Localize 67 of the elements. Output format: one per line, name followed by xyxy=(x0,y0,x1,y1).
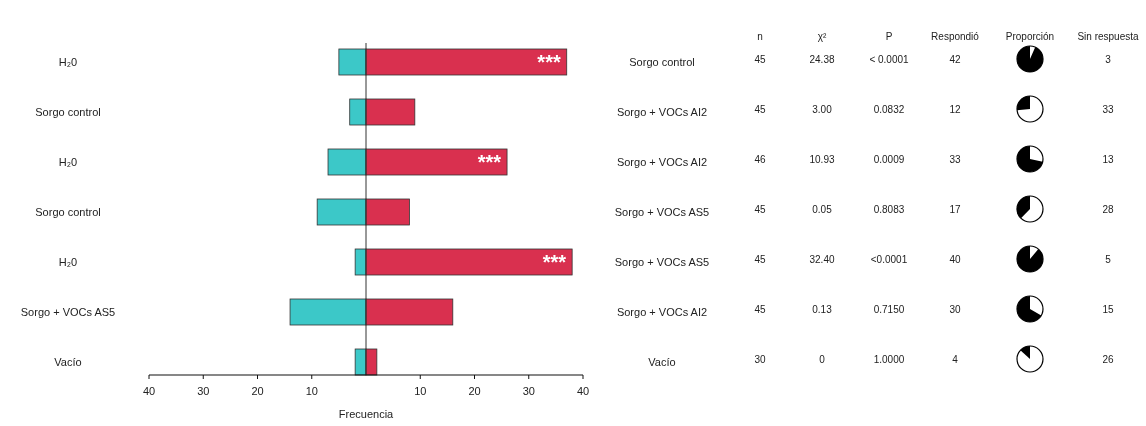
text: 33 xyxy=(949,154,961,165)
y-tick-label: Sorgo control xyxy=(35,206,101,218)
x-tick-label: 30 xyxy=(522,385,535,397)
text: 10.93 xyxy=(809,154,835,165)
y-tick-label: Vacío xyxy=(54,356,82,368)
text: 24.38 xyxy=(809,54,835,65)
y-tick-label: Sorgo + VOCs AS5 xyxy=(20,306,116,318)
text: 28 xyxy=(1102,204,1114,215)
text: 45 xyxy=(754,254,766,265)
text: 45 xyxy=(754,304,766,315)
text: 0.8083 xyxy=(873,204,905,215)
text: 42 xyxy=(949,54,961,65)
y-tick-label: Sorgo control xyxy=(35,106,101,118)
text: 5 xyxy=(1105,254,1111,265)
text: <0.0001 xyxy=(870,254,908,265)
data-label: *** xyxy=(542,251,567,273)
text: 0.05 xyxy=(812,204,832,215)
x-axis-title: Frecuencia xyxy=(338,408,395,420)
x-tick-label: 30 xyxy=(197,385,210,397)
x-tick-label: 40 xyxy=(142,385,156,397)
text: 1.0000 xyxy=(873,354,905,365)
text: 30 xyxy=(949,304,961,315)
text: 46 xyxy=(754,154,766,165)
category-label: Proporción xyxy=(1005,31,1055,42)
text: 26 xyxy=(1102,354,1114,365)
category-label: Sorgo + VOCs AI2 xyxy=(616,156,708,168)
x-tick-label: 20 xyxy=(251,385,264,397)
text: 3 xyxy=(1105,54,1111,65)
y-tick-label: H₂0 xyxy=(58,156,78,168)
text: 32.40 xyxy=(809,254,835,265)
text: 45 xyxy=(754,104,766,115)
category-label: Sin respuesta xyxy=(1077,31,1140,42)
text: 0.0832 xyxy=(873,104,905,115)
text: 0.7150 xyxy=(873,304,905,315)
x-tick-label: 20 xyxy=(468,385,481,397)
data-label: *** xyxy=(537,51,561,73)
text: < 0.0001 xyxy=(869,54,909,65)
category-label: Sorgo + VOCs AS5 xyxy=(614,206,710,218)
x-tick-label: 10 xyxy=(305,385,318,397)
x-tick-label: 40 xyxy=(576,385,590,397)
x-tick-label: 10 xyxy=(414,385,427,397)
category-label: Sorgo + VOCs AI2 xyxy=(616,306,708,318)
y-tick-label: H₂0 xyxy=(58,256,78,268)
text: 30 xyxy=(754,354,766,365)
text: 0.13 xyxy=(812,304,832,315)
text: 15 xyxy=(1102,304,1114,315)
text: 13 xyxy=(1102,154,1114,165)
text: 4 xyxy=(952,354,958,365)
text: 40 xyxy=(949,254,961,265)
text: 45 xyxy=(754,54,766,65)
category-label: Sorgo + VOCs AS5 xyxy=(614,256,710,268)
text: 0.0009 xyxy=(873,154,905,165)
text: 45 xyxy=(754,204,766,215)
data-label: *** xyxy=(477,151,502,173)
category-label: Respondió xyxy=(931,31,980,42)
text: 12 xyxy=(949,104,961,115)
text: 17 xyxy=(949,204,961,215)
category-label: Sorgo control xyxy=(629,56,695,68)
category-label: χ² xyxy=(817,31,827,42)
text: 33 xyxy=(1102,104,1114,115)
y-tick-label: H₂0 xyxy=(58,56,78,68)
category-label: Sorgo + VOCs AI2 xyxy=(616,106,708,118)
text: 3.00 xyxy=(812,104,832,115)
category-label: Vacío xyxy=(648,356,676,368)
category-label: n xyxy=(757,31,763,42)
category-label: P xyxy=(885,31,893,42)
text: 0 xyxy=(819,354,825,365)
